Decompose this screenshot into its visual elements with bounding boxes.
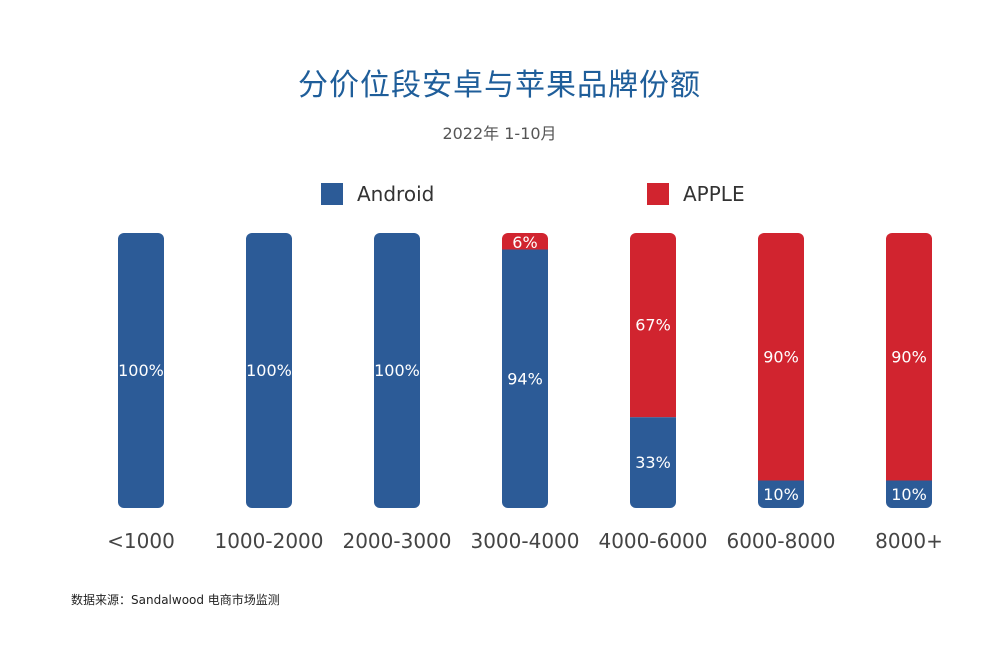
chart-title: 分价位段安卓与苹果品牌份额	[298, 68, 701, 103]
data-label-android-3000-4000: 94%	[507, 369, 543, 388]
bar-stack-lt1000	[118, 233, 164, 508]
data-label-android-4000-6000: 33%	[635, 453, 671, 472]
bar-android-1000-2000	[246, 233, 292, 508]
data-label-apple-6000-8000: 90%	[763, 347, 799, 366]
bar-stack-6000-8000	[758, 233, 804, 508]
bar-android-lt1000	[118, 233, 164, 508]
bar-stack-2000-3000	[374, 233, 420, 508]
legend-item-android: Android	[321, 182, 434, 206]
chart-subtitle: 2022年 1-10月	[442, 124, 557, 143]
bar-android-2000-3000	[374, 233, 420, 508]
data-label-android-lt1000: 100%	[118, 361, 164, 380]
legend-label-apple: APPLE	[683, 182, 745, 206]
data-label-android-1000-2000: 100%	[246, 361, 292, 380]
data-label-android-6000-8000: 10%	[763, 485, 799, 504]
legend-swatch-apple	[647, 183, 669, 205]
data-label-apple-3000-4000: 6%	[512, 233, 537, 252]
x-tick-label-6000-8000: 6000-8000	[726, 529, 835, 553]
data-label-android-2000-3000: 100%	[374, 361, 420, 380]
legend-label-android: Android	[357, 182, 435, 206]
bar-stack-8000plus	[886, 233, 932, 508]
bar-apple-8000plus	[886, 233, 932, 481]
bar-android-8000plus	[886, 480, 932, 508]
bar-stack-1000-2000	[246, 233, 292, 508]
bar-stack-4000-6000	[630, 233, 676, 508]
data-label-apple-8000plus: 90%	[891, 347, 927, 366]
x-tick-label-8000plus: 8000+	[875, 529, 943, 553]
x-tick-label-1000-2000: 1000-2000	[214, 529, 323, 553]
bar-android-6000-8000	[758, 480, 804, 508]
bar-apple-6000-8000	[758, 233, 804, 481]
bar-android-3000-4000	[502, 249, 548, 508]
bar-stack-3000-4000	[502, 233, 548, 508]
x-tick-label-2000-3000: 2000-3000	[342, 529, 451, 553]
legend-swatch-android	[321, 183, 343, 205]
source-note: 数据来源：Sandalwood 电商市场监测	[71, 593, 280, 607]
bar-apple-3000-4000	[502, 233, 548, 250]
data-label-apple-4000-6000: 67%	[635, 316, 671, 335]
legend-item-apple: APPLE	[647, 182, 745, 206]
bar-android-4000-6000	[630, 417, 676, 508]
x-tick-label-3000-4000: 3000-4000	[470, 529, 579, 553]
bar-apple-4000-6000	[630, 233, 676, 418]
x-tick-label-4000-6000: 4000-6000	[598, 529, 707, 553]
data-label-android-8000plus: 10%	[891, 485, 927, 504]
x-tick-label-lt1000: <1000	[107, 529, 175, 553]
